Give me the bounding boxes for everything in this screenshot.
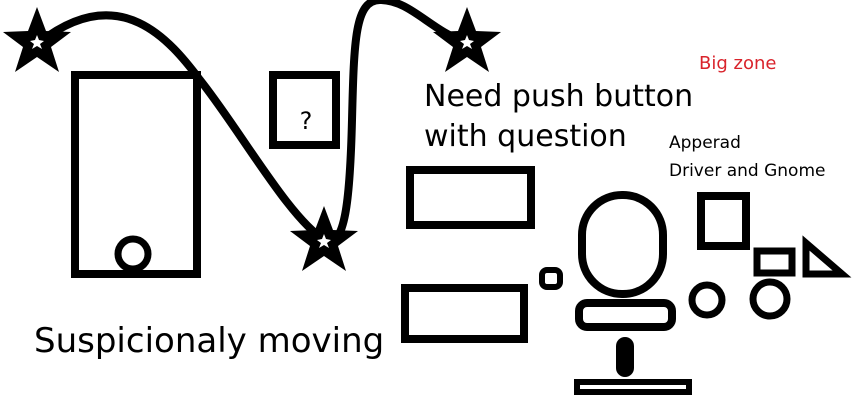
apperad-line1: Apperad [669,133,741,153]
gnome-triangle [802,235,852,278]
wheel-circle-right [749,278,791,320]
gnome-square-small [753,247,796,277]
small-capsule-shape [539,267,563,290]
star-icon [433,7,501,72]
door-shape [71,71,201,278]
door-knob [114,235,152,273]
apperad-line2: Driver and Gnome [669,161,826,181]
question-box-icon [269,71,340,149]
figure-body [575,299,676,331]
question-mark-label: ? [299,107,313,135]
need-push-button-line1: Need push button [424,79,694,114]
need-push-button-line2: with question [424,119,627,154]
wheel-circle-left [688,281,726,319]
gnome-square-large [697,192,750,250]
star-icon [290,206,358,271]
figure-base [574,379,692,395]
push-button-shape-lower [401,284,528,343]
figure-leg [616,337,634,377]
figure-head [578,191,667,298]
push-button-shape-upper [406,166,535,229]
person-figure-icon [574,191,692,395]
motion-path [36,0,469,246]
big-zone-label: Big zone [699,53,777,74]
suspicious-moving-label: Suspicionaly moving [34,321,385,361]
star-icon [3,7,71,72]
